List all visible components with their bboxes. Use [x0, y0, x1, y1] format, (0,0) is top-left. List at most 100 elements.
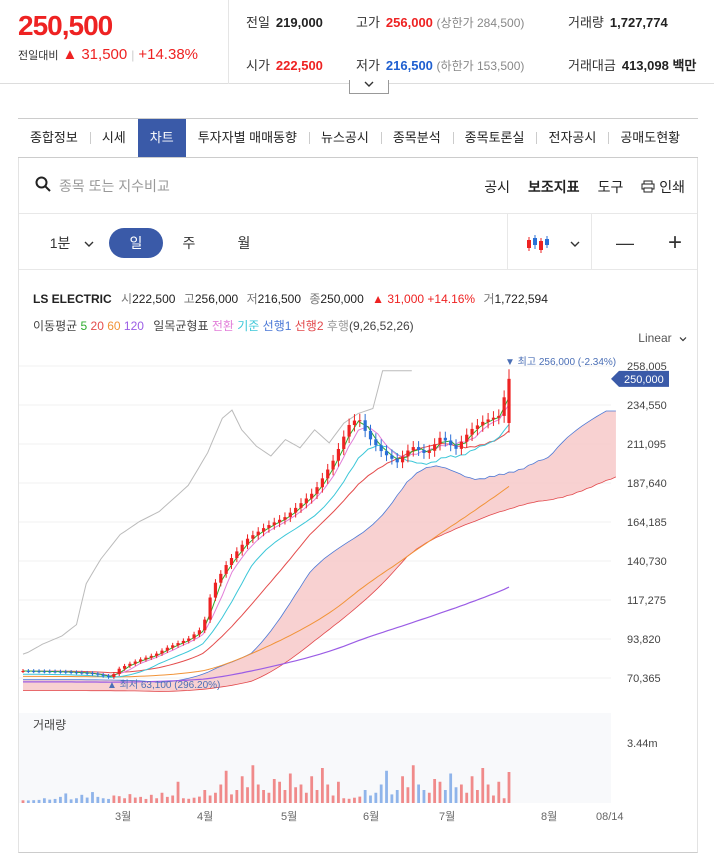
ma-label: 이동평균 [33, 319, 78, 333]
scale-select[interactable]: Linear [638, 331, 687, 345]
tab-bar: 종합정보 시세 차트 투자자별 매매동향 뉴스공시 종목분석 종목토론실 전자공시 공매도현황 [18, 118, 698, 158]
candle-body [475, 425, 480, 429]
candle-body [336, 448, 341, 461]
volume-bar [422, 790, 426, 803]
candle-body [502, 397, 506, 416]
chevron-down-icon [364, 81, 374, 87]
volume-bar [299, 784, 303, 803]
candle-body [219, 573, 223, 583]
tab-1[interactable]: 시세 [89, 119, 138, 157]
y-tick-label: 258,005 [627, 361, 667, 373]
zoom-out-button[interactable]: — [616, 233, 634, 253]
price-chart[interactable]: 258,005 234,550 211,095 187,640 164,185 140,7… [19, 348, 697, 828]
volume-bar [347, 798, 351, 803]
tab-5[interactable]: 종목분석 [380, 119, 453, 157]
tab-2[interactable]: 차트 [137, 119, 186, 157]
volume-bar [208, 795, 212, 803]
volume-bar [80, 794, 84, 803]
print-button[interactable]: 인쇄 [641, 177, 685, 197]
volume-tick: 3.44m [627, 738, 658, 750]
volume-bar [272, 779, 276, 803]
stat-label: 저가 [356, 58, 380, 73]
info-change: ▲ 31,000 +14.16% [372, 292, 476, 306]
candle-body [251, 535, 255, 539]
volume-bar [91, 792, 94, 803]
candle-body [144, 657, 148, 660]
candle-body [181, 640, 185, 644]
candle-body [53, 671, 57, 673]
volume-bar [427, 792, 431, 803]
tab-7[interactable]: 전자공시 [536, 119, 608, 157]
period-day-button[interactable]: 일 [109, 228, 163, 258]
candle-body [197, 630, 202, 635]
period-week-button[interactable]: 주 [182, 235, 196, 251]
tool-button[interactable]: 도구 [597, 179, 624, 195]
x-tick-label: 5월 [281, 810, 297, 823]
volume-bar [21, 800, 25, 803]
divider [591, 214, 592, 270]
candle-body [443, 437, 447, 441]
candle-body [165, 647, 169, 651]
ichimoku-label: 일목균형표 [153, 319, 209, 333]
volume-bar [251, 765, 255, 803]
x-tick-label: 8월 [541, 810, 557, 823]
candle-body [310, 493, 314, 499]
volume-bar [401, 776, 404, 803]
chart-type-select[interactable] [517, 228, 589, 258]
indicator-button[interactable]: 보조지표 [528, 179, 580, 195]
candle-body [160, 650, 164, 654]
candle-body [106, 675, 111, 677]
search-input[interactable] [59, 175, 359, 197]
stat-prev: 전일 219,000 [246, 12, 323, 31]
period-bar: 1분 일 주 월 — + [19, 214, 697, 270]
stat-label: 고가 [356, 15, 380, 30]
candle-body [128, 663, 132, 666]
candle-body [283, 517, 287, 520]
volume-bar [433, 779, 437, 803]
volume-bar [267, 792, 271, 803]
tab-0[interactable]: 종합정보 [30, 130, 78, 145]
candle-body [176, 643, 180, 646]
volume-bar [492, 795, 495, 803]
stat-label: 시가 [246, 58, 270, 73]
ma20-line [23, 430, 510, 674]
info-label: 고 [183, 292, 195, 306]
candle-body [245, 538, 250, 545]
search-bar: 공시 보조지표 도구 인쇄 [19, 158, 697, 214]
ichimoku-legend-1: 기준 [233, 319, 260, 333]
candle-body [315, 487, 319, 494]
volume-bar [465, 792, 469, 803]
volume-bar [59, 796, 62, 803]
volume-bar [64, 793, 68, 803]
tab-4[interactable]: 뉴스공시 [308, 119, 381, 157]
tab-3[interactable]: 투자자별 매매동향 [197, 130, 297, 145]
candle-body [358, 420, 362, 422]
tab-8[interactable]: 공매도현황 [608, 119, 692, 157]
candle-body [352, 420, 357, 425]
current-price: 250,500 [18, 10, 113, 41]
tab-6[interactable]: 종목토론실 [452, 119, 537, 157]
volume-bar [374, 792, 378, 803]
period-minute-select[interactable]: 1분 [45, 228, 99, 258]
period-month-button[interactable]: 월 [237, 235, 251, 251]
volume-bar [353, 797, 356, 803]
candlestick-icon [527, 235, 550, 254]
volume-bar [176, 781, 180, 803]
notice-button[interactable]: 공시 [484, 179, 511, 195]
stat-low: 저가 216,500 (하한가 153,500) [356, 55, 524, 74]
candle-body [320, 478, 324, 488]
zoom-in-button[interactable]: + [667, 229, 682, 256]
volume-bar [288, 773, 292, 803]
candle-body [417, 447, 421, 451]
expand-toggle[interactable] [349, 80, 389, 94]
volume-bar [85, 797, 89, 803]
ichimoku-legend-2: 선행1 [259, 319, 292, 333]
volume-bar [37, 799, 41, 803]
volume-bar [417, 784, 421, 803]
candle-body [491, 417, 496, 420]
volume-bar [139, 796, 143, 803]
stat-high: 고가 256,000 (상한가 284,500) [356, 12, 524, 31]
search-icon[interactable] [35, 176, 51, 192]
volume-bar [283, 790, 287, 803]
candle-body [85, 672, 89, 674]
